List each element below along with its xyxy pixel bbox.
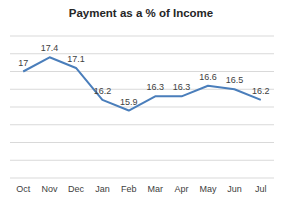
data-label: 16.5 [226, 75, 244, 85]
chart-container: Payment as a % of Income Oct Nov Dec Jan Feb M… [0, 0, 282, 203]
background [0, 0, 282, 203]
grid-line [10, 124, 274, 125]
line [23, 57, 261, 110]
plot-area [23, 57, 261, 110]
title: Payment as a % of Income [69, 7, 213, 19]
data-label: 17 [18, 58, 28, 68]
data-label: 17.1 [67, 54, 85, 64]
grid-line [10, 71, 274, 72]
grid-line [10, 107, 274, 108]
grid-line [10, 160, 274, 161]
x-tick-label: Oct [16, 184, 31, 194]
x-tick-label: Dec [68, 184, 85, 194]
data-label: 15.9 [120, 97, 138, 107]
x-tick-label: Nov [42, 184, 59, 194]
x-tick-label: Jan [95, 184, 110, 194]
x-tick-label: Jul [255, 184, 267, 194]
grid-line [10, 36, 274, 37]
x-tick-label: Apr [175, 184, 189, 194]
x-tick-label: Mar [147, 184, 163, 194]
grid-line [10, 178, 274, 179]
data-label: 16.6 [199, 72, 217, 82]
chart-svg: Payment as a % of Income Oct Nov Dec Jan Feb M… [0, 0, 282, 203]
data-label: 16.3 [173, 82, 191, 92]
x-tick-label: Feb [121, 184, 137, 194]
data-label: 16.2 [252, 86, 270, 96]
grid-line [10, 53, 274, 54]
data-label: 17.4 [41, 43, 59, 53]
grid-line [10, 142, 274, 143]
data-label: 16.3 [146, 82, 164, 92]
x-tick-label: Jun [227, 184, 242, 194]
x-tick-label: May [199, 184, 217, 194]
data-label: 16.2 [94, 86, 112, 96]
